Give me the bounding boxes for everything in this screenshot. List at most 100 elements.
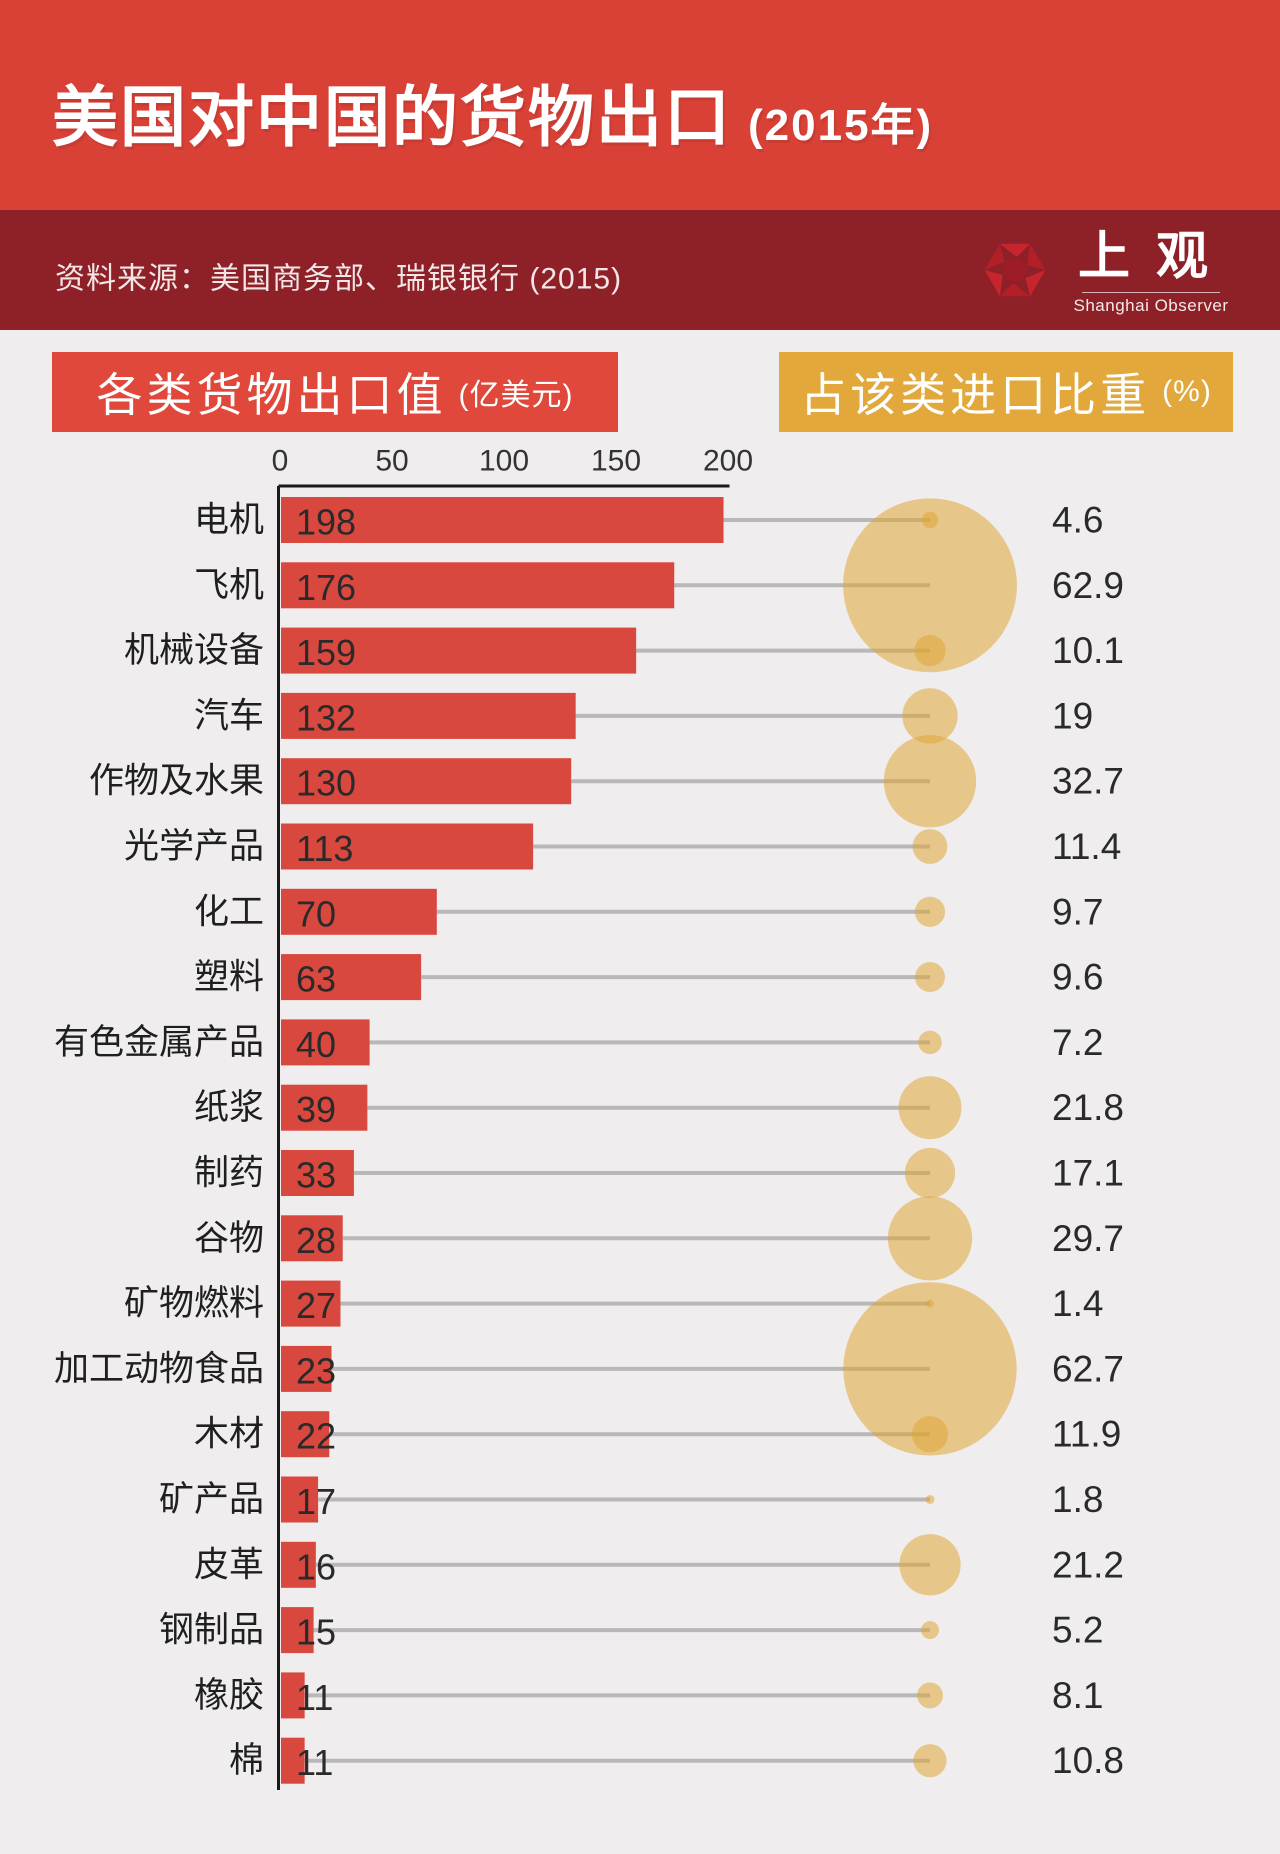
category-label: 制药 xyxy=(194,1154,264,1193)
import-share-bubble xyxy=(904,1147,956,1199)
import-share-label: 32.7 xyxy=(1052,761,1124,802)
import-share-bubble xyxy=(920,1621,940,1640)
section-header-import-share-label: 占该类进口比重 xyxy=(800,369,1151,421)
category-label: 皮革 xyxy=(194,1545,264,1584)
category-label: 钢制品 xyxy=(159,1611,264,1650)
section-header-exports-unit: (亿美元) xyxy=(458,379,574,412)
export-value-label: 23 xyxy=(296,1350,336,1391)
export-bar xyxy=(281,1084,368,1131)
logo-subtitle: Shanghai Observer xyxy=(1073,296,1229,315)
import-share-label: 8.1 xyxy=(1052,1675,1103,1716)
export-value-label: 63 xyxy=(296,959,336,1000)
import-share-bubble xyxy=(911,1416,949,1453)
export-value-label: 11 xyxy=(296,1677,333,1718)
import-share-label: 1.8 xyxy=(1052,1479,1103,1520)
x-axis-tick-label: 150 xyxy=(591,445,641,478)
import-share-label: 11.4 xyxy=(1052,826,1121,867)
category-label: 飞机 xyxy=(194,566,264,605)
category-label: 纸浆 xyxy=(194,1088,264,1127)
export-bar xyxy=(281,823,534,870)
import-share-label: 62.9 xyxy=(1052,565,1124,606)
page-title: 美国对中国的货物出口 (2015年) xyxy=(52,64,933,160)
logo-name: 上观 xyxy=(1077,229,1234,286)
import-share-bubble xyxy=(913,1744,947,1778)
aperture-hexagon-icon xyxy=(984,243,1046,297)
import-share-bubble xyxy=(843,498,1017,673)
shanghai-observer-logo: 上观 Shanghai Observer xyxy=(982,228,1234,316)
import-share-label: 17.1 xyxy=(1052,1153,1124,1194)
section-header-import-share-unit: (%) xyxy=(1162,375,1212,408)
category-label: 塑料 xyxy=(194,958,264,997)
export-bar xyxy=(281,1215,343,1262)
title-banner: 美国对中国的货物出口 (2015年) xyxy=(0,0,1280,210)
x-axis-tick-label: 0 xyxy=(272,445,289,478)
category-label: 光学产品 xyxy=(124,827,264,866)
import-share-label: 62.7 xyxy=(1052,1348,1124,1389)
import-share-bubble xyxy=(914,896,946,927)
import-share-label: 10.8 xyxy=(1052,1740,1124,1781)
export-value-label: 113 xyxy=(296,828,353,869)
export-bar xyxy=(281,1672,305,1719)
import-share-label: 21.8 xyxy=(1052,1087,1124,1128)
aperture-blade xyxy=(1027,243,1046,270)
x-axis-tick-label: 100 xyxy=(479,445,529,478)
import-share-label: 5.2 xyxy=(1052,1610,1103,1651)
category-label: 电机 xyxy=(194,501,264,540)
export-bar xyxy=(281,497,724,543)
export-bar xyxy=(281,954,422,1001)
category-label: 矿物燃料 xyxy=(124,1284,264,1323)
import-share-label: 29.7 xyxy=(1052,1218,1124,1259)
export-bar xyxy=(281,758,572,805)
import-share-bubble xyxy=(914,634,946,667)
export-value-label: 11 xyxy=(296,1742,333,1783)
import-share-label: 21.2 xyxy=(1052,1544,1124,1585)
import-share-bubble xyxy=(912,829,948,864)
export-value-label: 17 xyxy=(296,1481,336,1522)
logo-text-block: 上观 Shanghai Observer xyxy=(1068,228,1234,316)
category-label: 谷物 xyxy=(194,1219,264,1258)
export-bar xyxy=(281,692,576,739)
export-bar xyxy=(281,1019,370,1066)
import-share-label: 10.1 xyxy=(1052,630,1124,671)
import-share-label: 1.4 xyxy=(1052,1283,1103,1324)
export-bar xyxy=(281,562,675,609)
aperture-blade xyxy=(984,243,1005,270)
import-share-label: 7.2 xyxy=(1052,1022,1103,1063)
page-title-year: (2015年) xyxy=(748,101,934,150)
import-share-bubble xyxy=(843,1282,1017,1456)
page-title-text: 美国对中国的货物出口 xyxy=(52,80,732,154)
export-value-label: 132 xyxy=(296,697,356,738)
aperture-blade xyxy=(1025,270,1046,297)
import-share-bubble xyxy=(925,1495,935,1504)
export-bar xyxy=(281,1541,316,1588)
category-label: 有色金属产品 xyxy=(54,1023,264,1062)
aperture-blade xyxy=(999,243,1031,257)
export-value-label: 27 xyxy=(296,1285,336,1326)
export-bar xyxy=(281,1280,341,1327)
source-banner: 资料来源：美国商务部、瑞银银行 (2015) 上观 Shanghai Obser… xyxy=(0,210,1280,330)
export-value-label: 28 xyxy=(296,1220,336,1261)
export-value-label: 40 xyxy=(296,1024,336,1065)
section-header-exports: 各类货物出口值 (亿美元) xyxy=(52,352,618,432)
export-bar xyxy=(281,1737,305,1784)
import-share-label: 11.9 xyxy=(1052,1414,1121,1455)
import-share-bubble xyxy=(883,735,977,828)
export-value-label: 159 xyxy=(296,632,356,673)
bar-bubble-chart: 0 50 100 150 200 198 电机 4.6 176 飞机 62.9 159 机械设备 10.1… xyxy=(54,445,1124,1790)
export-bar xyxy=(281,627,637,674)
import-share-label: 9.7 xyxy=(1052,891,1103,932)
export-bar xyxy=(281,1411,330,1458)
aperture-blade xyxy=(999,283,1031,297)
category-label: 加工动物食品 xyxy=(54,1349,264,1388)
category-label: 橡胶 xyxy=(194,1676,264,1715)
import-share-bubble xyxy=(915,962,945,993)
export-value-label: 70 xyxy=(296,893,336,934)
import-share-label: 4.6 xyxy=(1052,500,1103,541)
import-share-label: 19 xyxy=(1052,695,1093,736)
section-header-exports-label: 各类货物出口值 xyxy=(96,369,447,421)
logo-rule xyxy=(1081,292,1220,293)
import-share-bubble xyxy=(917,1682,943,1709)
import-share-bubble xyxy=(898,1076,962,1140)
import-share-bubble xyxy=(899,1534,961,1596)
